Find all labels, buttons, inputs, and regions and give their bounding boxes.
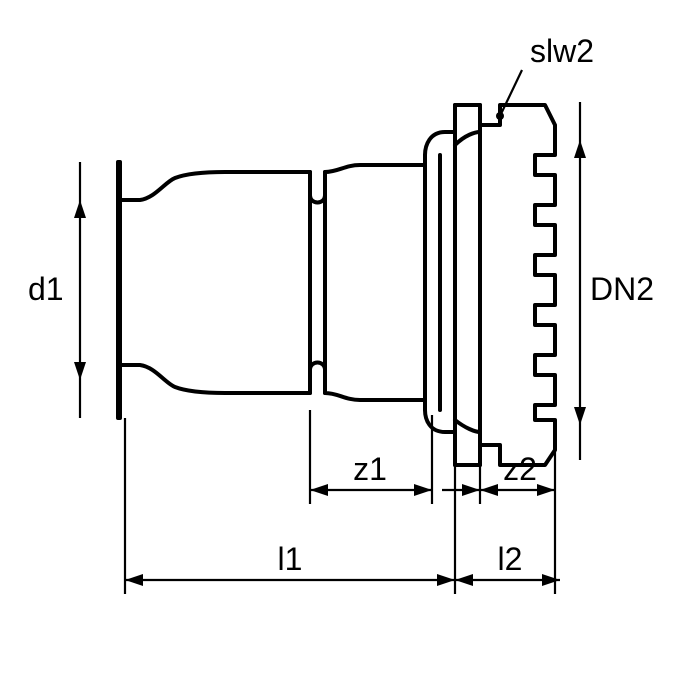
z1-label: z1 bbox=[353, 451, 387, 487]
z2-label: z2 bbox=[503, 451, 537, 487]
slw2-label: slw2 bbox=[530, 33, 594, 69]
DN2-label: DN2 bbox=[590, 271, 654, 307]
l2-label: l2 bbox=[498, 541, 523, 577]
d1-label: d1 bbox=[28, 271, 64, 307]
l1-label: l1 bbox=[278, 541, 303, 577]
